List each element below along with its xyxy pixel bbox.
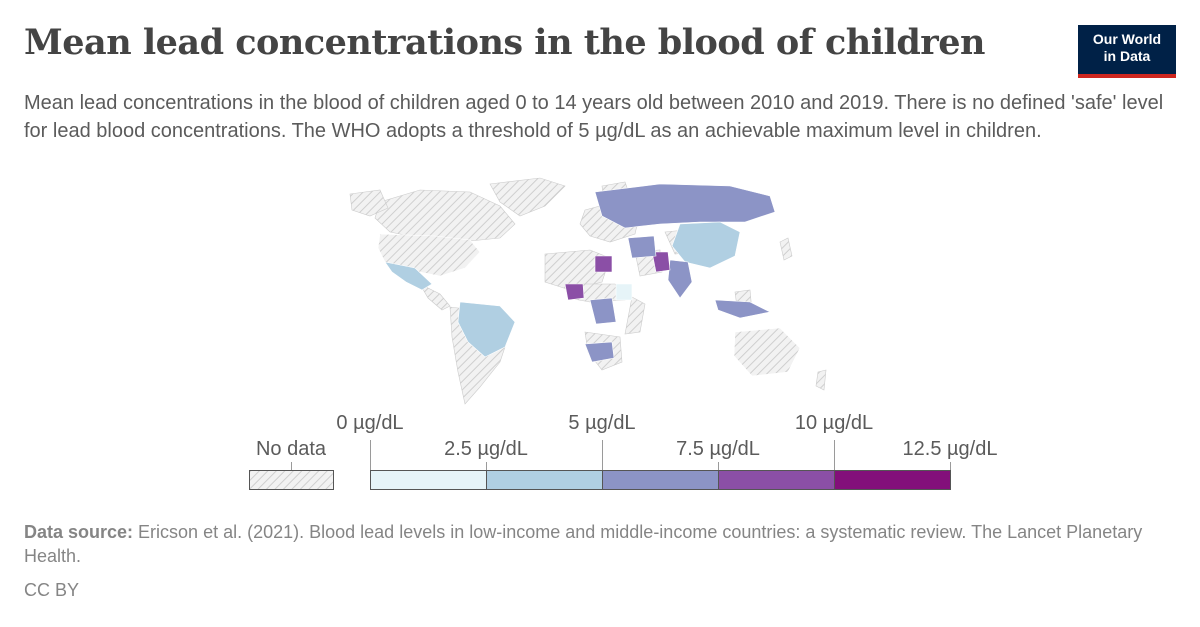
legend-tick-line-lower-1 xyxy=(486,462,487,470)
legend-tick-line-lower-2 xyxy=(718,462,719,470)
region-central-america-no-data xyxy=(419,283,451,311)
region-australia[interactable] xyxy=(733,327,801,377)
region-pakistan[interactable] xyxy=(651,251,671,273)
region-nigeria[interactable] xyxy=(564,283,585,301)
legend-bin-3[interactable] xyxy=(602,470,719,490)
source-label: Data source: xyxy=(24,522,134,542)
region-iran[interactable] xyxy=(627,235,657,259)
region-ethiopia[interactable] xyxy=(615,283,633,301)
region-south-africa[interactable] xyxy=(584,341,615,363)
legend-tick-lower-2: 7.5 µg/dL xyxy=(676,438,760,460)
legend-no-data-swatch xyxy=(249,470,334,490)
owid-logo[interactable]: Our World in Data xyxy=(1078,25,1176,78)
region-north-africa-rest-no-data xyxy=(544,249,611,291)
region-india[interactable] xyxy=(667,259,693,299)
region-mexico[interactable] xyxy=(384,261,433,291)
source-note: Data source: Ericson et al. (2021). Bloo… xyxy=(24,520,1174,568)
legend-no-data-line xyxy=(291,462,292,470)
legend-bin-5[interactable] xyxy=(834,470,951,490)
legend-tick-upper-3: 10 µg/dL xyxy=(794,412,874,434)
legend-tick-line-upper-1 xyxy=(370,440,371,470)
chart-title: Mean lead concentrations in the blood of… xyxy=(24,22,985,63)
region-alaska-no-data xyxy=(349,189,389,217)
region-china[interactable] xyxy=(671,221,741,269)
source-text: Ericson et al. (2021). Blood lead levels… xyxy=(24,522,1143,566)
region-dr-congo[interactable] xyxy=(589,297,617,325)
chart-subtitle: Mean lead concentrations in the blood of… xyxy=(24,92,1164,142)
region-east-africa-rest-no-data xyxy=(624,296,646,335)
legend-tick-lower-1: 2.5 µg/dL xyxy=(444,438,528,460)
region-egypt[interactable] xyxy=(594,255,613,273)
legend-no-data-label: No data xyxy=(255,438,327,460)
legend-bin-4[interactable] xyxy=(718,470,835,490)
legend-tick-line-lower-3 xyxy=(950,462,951,470)
license[interactable]: CC BY xyxy=(24,580,80,600)
logo-line-1: Our World xyxy=(1092,31,1162,47)
region-indonesia[interactable] xyxy=(714,299,771,319)
region-japan-no-data xyxy=(779,237,793,261)
legend-bin-2[interactable] xyxy=(486,470,603,490)
region-new-zealand-no-data xyxy=(815,369,827,391)
region-brazil[interactable] xyxy=(457,301,516,358)
legend-bin-1[interactable] xyxy=(370,470,487,490)
legend-tick-upper-2: 5 µg/dL xyxy=(568,412,636,434)
legend-tick-line-upper-2 xyxy=(602,440,603,470)
legend-tick-lower-3: 12.5 µg/dL xyxy=(902,438,998,460)
region-canada-no-data xyxy=(374,189,516,243)
legend-tick-upper-1: 0 µg/dL xyxy=(336,412,404,434)
world-map[interactable] xyxy=(340,172,840,407)
logo-line-2: in Data xyxy=(1103,48,1151,64)
region-greenland-no-data xyxy=(489,177,566,217)
region-russia[interactable] xyxy=(594,183,776,229)
legend-tick-line-upper-3 xyxy=(834,440,835,470)
